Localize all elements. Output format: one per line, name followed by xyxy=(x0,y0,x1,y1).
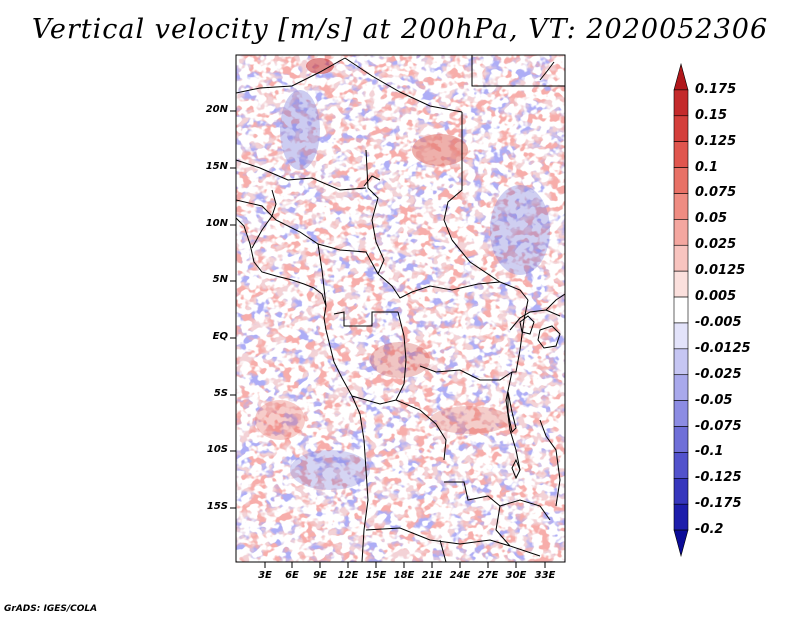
colorbar-segment xyxy=(673,426,689,453)
lon-label: 21E xyxy=(421,570,443,581)
lat-label: 20N xyxy=(205,104,228,115)
lat-label: 5N xyxy=(212,274,228,285)
chart-title: Vertical velocity [m/s] at 200hPa, VT: 2… xyxy=(31,14,769,45)
map-frame xyxy=(235,54,566,563)
lon-label: 33E xyxy=(534,570,556,581)
lon-label: 12E xyxy=(337,570,359,581)
colorbar-segment xyxy=(673,270,689,298)
lon-label: 27E xyxy=(477,570,499,581)
colorbar-label: 0.125 xyxy=(695,133,737,149)
colorbar-label: 0.075 xyxy=(695,185,737,201)
colorbar-label: 0.05 xyxy=(695,211,728,227)
colorbar-segment xyxy=(673,244,689,272)
lon-label: 24E xyxy=(449,570,471,581)
colorbar-segment xyxy=(673,452,689,479)
lat-label: 10N xyxy=(205,218,228,229)
vertical-velocity-field xyxy=(236,55,565,562)
lon-label: 30E xyxy=(505,570,527,581)
lat-label: 15S xyxy=(206,501,228,512)
colorbar-segment xyxy=(673,167,689,194)
colorbar-label: -0.025 xyxy=(695,366,742,382)
lon-label: 9E xyxy=(313,570,327,581)
colorbar-label: -0.005 xyxy=(695,314,742,330)
colorbar-label: 0.175 xyxy=(695,81,737,97)
colorbar-label: -0.125 xyxy=(695,470,742,486)
axis-ticks xyxy=(230,110,546,568)
lat-label: 5S xyxy=(213,388,228,399)
footer-credit: GrADS: IGES/COLA xyxy=(4,604,98,614)
colorbar-label: -0.2 xyxy=(695,522,724,538)
colorbar-segment xyxy=(673,348,689,376)
colorbar-label: -0.075 xyxy=(695,418,742,434)
colorbar-label: 0.005 xyxy=(695,289,737,305)
colorbar-segment xyxy=(673,478,689,505)
lat-label: EQ xyxy=(212,331,228,342)
colorbar-label: 0.15 xyxy=(695,107,728,123)
colorbar-segment xyxy=(673,400,689,427)
colorbar-segment xyxy=(673,193,689,220)
lon-label: 3E xyxy=(258,570,272,581)
lon-label: 6E xyxy=(285,570,299,581)
colorbar-segment xyxy=(673,89,689,117)
colorbar-label: 0.0125 xyxy=(695,263,746,279)
colorbar-segment xyxy=(673,374,689,401)
colorbar-segment xyxy=(673,115,689,142)
colorbar-segment xyxy=(673,219,689,246)
colorbar-label: -0.1 xyxy=(695,444,724,460)
colorbar-label: -0.05 xyxy=(695,392,733,408)
lon-label: 15E xyxy=(365,570,387,581)
colorbar-label: -0.0125 xyxy=(695,340,751,356)
colorbar-segment xyxy=(673,322,689,350)
lat-label: 15N xyxy=(205,161,228,172)
colorbar-label: 0.1 xyxy=(695,159,719,175)
lon-label: 18E xyxy=(393,570,415,581)
colorbar-segment xyxy=(673,529,689,558)
colorbar-label: -0.175 xyxy=(695,496,742,512)
colorbar-segment xyxy=(673,141,689,168)
colorbar-segment xyxy=(673,503,689,531)
colorbar-segment xyxy=(673,296,689,324)
colorbar-segment xyxy=(673,62,689,91)
colorbar-label: 0.025 xyxy=(695,237,737,253)
lat-label: 10S xyxy=(206,444,228,455)
